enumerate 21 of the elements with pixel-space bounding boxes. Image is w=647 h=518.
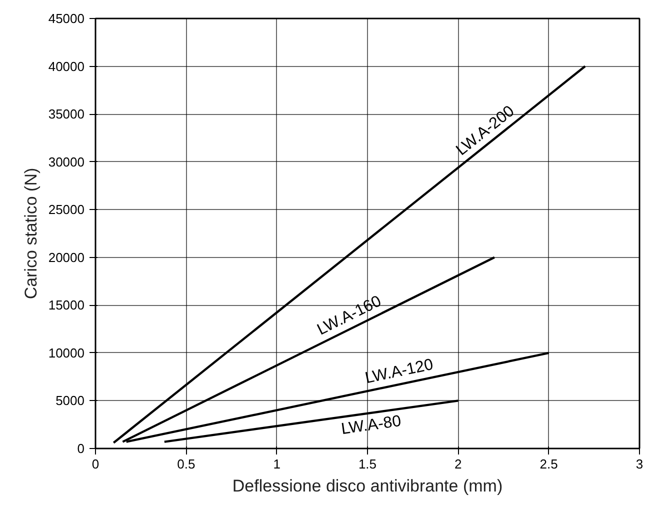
y-tick-label: 20000 xyxy=(48,250,85,265)
y-tick-label: 35000 xyxy=(48,106,85,122)
y-axis-title: Carico statico (N) xyxy=(21,168,40,300)
x-tick-label: 3 xyxy=(636,456,644,472)
x-axis-title: Deflessione disco antivibrante (mm) xyxy=(232,476,503,496)
y-tick-label: 40000 xyxy=(48,58,85,74)
y-tick-label: 45000 xyxy=(48,11,85,26)
y-tick-label: 15000 xyxy=(48,298,85,313)
x-tick-label: 0.5 xyxy=(177,456,196,472)
y-tick-label: 30000 xyxy=(48,154,85,170)
x-tick-label: 1.5 xyxy=(358,456,377,472)
x-tick-label: 0 xyxy=(92,456,100,472)
y-tick-label: 0 xyxy=(77,441,85,456)
y-tick-label: 5000 xyxy=(56,393,84,408)
text: LW.A-80 xyxy=(340,412,402,438)
text: LW.A-120 xyxy=(364,356,435,388)
x-tick-label: 1 xyxy=(273,456,280,472)
y-tick-label: 25000 xyxy=(48,202,85,218)
y-tick-label: 10000 xyxy=(48,345,85,360)
x-tick-label: 2.5 xyxy=(540,456,558,472)
x-tick-label: 2 xyxy=(454,456,462,472)
